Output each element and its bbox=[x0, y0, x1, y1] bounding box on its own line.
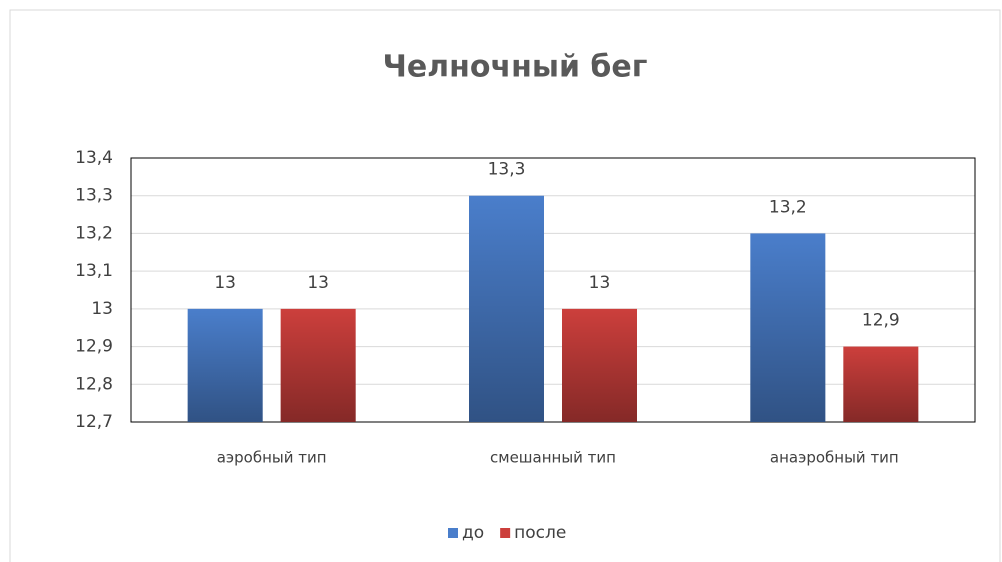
y-tick-label: 12,7 bbox=[75, 412, 113, 432]
chart-title: Челночный бег bbox=[383, 50, 648, 85]
value-label: 13 bbox=[589, 273, 611, 293]
value-label: 12,9 bbox=[862, 311, 900, 331]
legend-swatch bbox=[500, 528, 511, 538]
bar-shade bbox=[469, 195, 544, 422]
plot-frame bbox=[130, 157, 976, 423]
y-tick-label: 13,3 bbox=[75, 186, 113, 206]
y-tick-label: 13,1 bbox=[75, 261, 113, 281]
y-tick-label: 13,2 bbox=[75, 223, 113, 243]
bar-shade bbox=[562, 308, 637, 422]
bar-shade bbox=[843, 346, 919, 422]
x-tick-label: смешанный тип bbox=[490, 449, 616, 467]
bar-shade bbox=[187, 308, 263, 422]
x-tick-label: аэробный тип bbox=[217, 449, 327, 467]
legend-swatch bbox=[448, 528, 458, 538]
value-label: 13 bbox=[214, 273, 236, 293]
y-tick-label: 13,4 bbox=[75, 148, 113, 168]
legend-label: после bbox=[514, 523, 566, 543]
x-tick-label: анаэробный тип bbox=[770, 449, 899, 467]
value-label: 13 bbox=[307, 273, 329, 293]
y-tick-label: 13 bbox=[91, 299, 113, 319]
value-label: 13,2 bbox=[769, 197, 807, 217]
value-label: 13,3 bbox=[488, 160, 526, 180]
y-tick-label: 12,8 bbox=[75, 374, 113, 394]
bar-shade bbox=[750, 233, 826, 422]
legend-label: до bbox=[462, 523, 484, 543]
y-tick-label: 12,9 bbox=[75, 337, 113, 357]
bar-shade bbox=[280, 308, 356, 422]
